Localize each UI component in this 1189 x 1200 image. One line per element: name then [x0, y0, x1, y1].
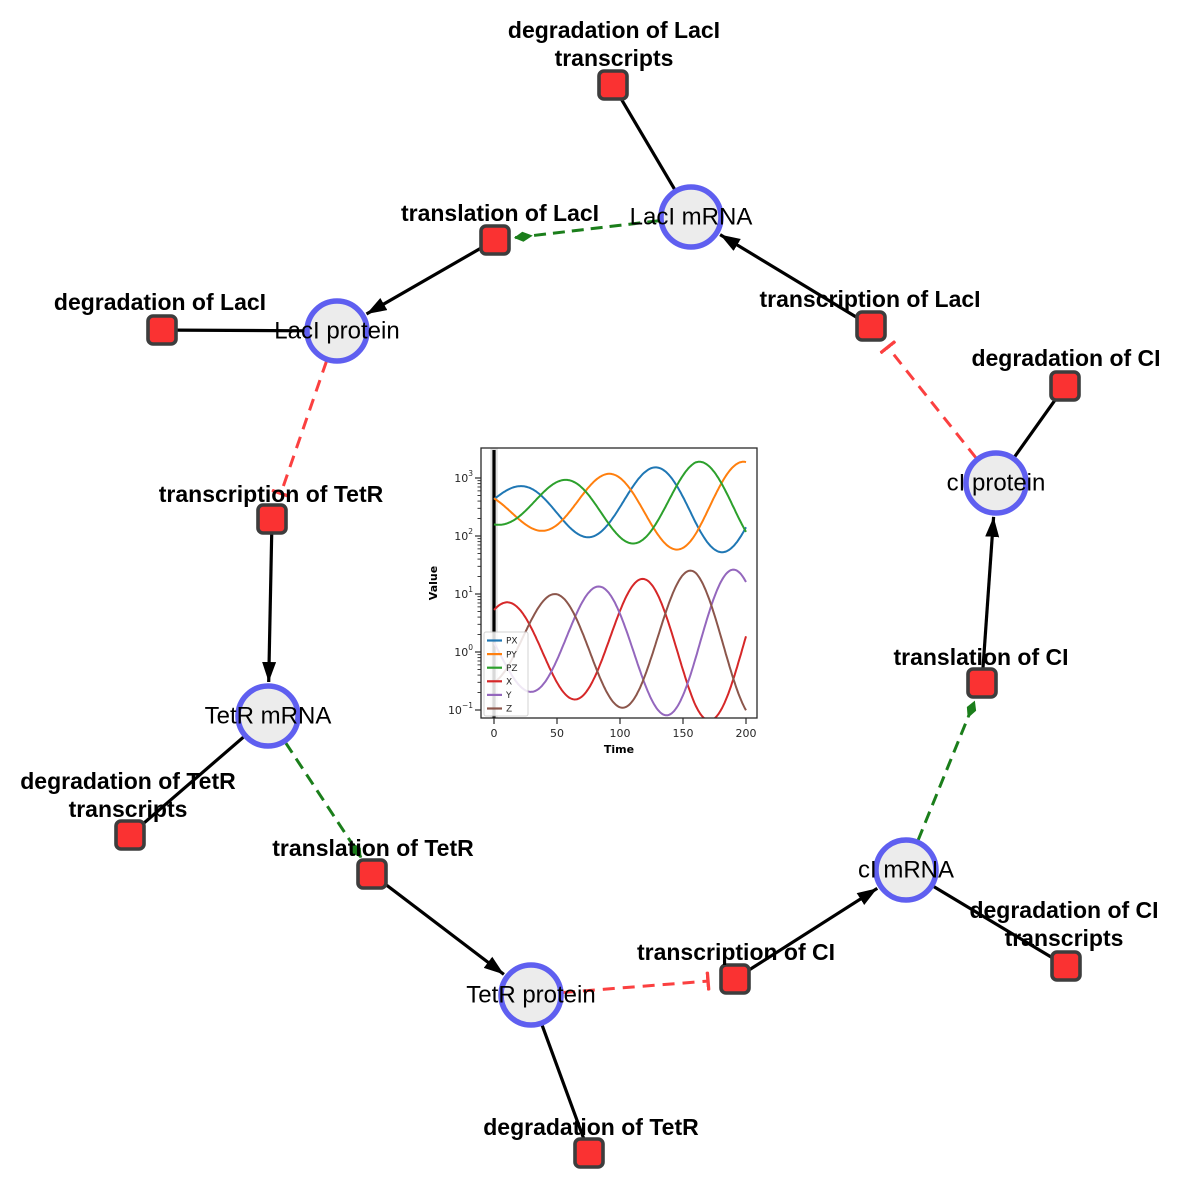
species-label-ci_mrna: cI mRNA — [858, 857, 954, 884]
node-layer — [114, 69, 1082, 1169]
reaction-node-deg_ci_tx[interactable] — [1050, 950, 1082, 982]
edge-reactant-tetr_protein-deg_tetr — [540, 1023, 586, 1141]
species-label-laci_protein: LacI protein — [274, 318, 399, 345]
species-node-tetr_protein[interactable] — [498, 962, 564, 1028]
curve-layer — [493, 460, 747, 718]
edge-reactant-laci_protein-deg_laci — [175, 328, 307, 333]
legend-label-PY: PY — [506, 650, 517, 660]
x-tick-label-0: 0 — [491, 727, 498, 740]
edge-reactant-ci_mrna-deg_ci_tx — [931, 884, 1055, 961]
edge-inhibition-tetr_protein-tx_ci — [562, 971, 711, 994]
reaction-node-deg_tetr_tx[interactable] — [114, 819, 146, 851]
series-line-PX — [493, 466, 747, 554]
edge-inhibition-ci_protein-tx_laci — [879, 340, 978, 459]
reaction-label-deg_ci_tx-line1: transcripts — [1005, 925, 1124, 951]
reaction-label-deg_tetr_tx-line0: degradation of TetR — [20, 768, 236, 794]
legend-label-Y: Y — [505, 691, 512, 701]
edge-product-transl_tetr-tetr_protein — [382, 881, 505, 976]
reaction-label-transl_ci-line0: translation of CI — [893, 644, 1068, 670]
reaction-label-tx_ci-line0: transcription of CI — [637, 939, 835, 965]
edge-product-transl_laci-laci_protein — [365, 246, 483, 316]
species-label-laci_mrna: LacI mRNA — [630, 204, 753, 231]
reaction-node-tx_ci[interactable] — [719, 963, 751, 995]
reaction-label-deg_ci-line0: degradation of CI — [971, 345, 1160, 371]
reaction-node-transl_tetr[interactable] — [356, 858, 388, 890]
reaction-label-transl_laci-line0: translation of LacI — [401, 200, 599, 226]
reaction-node-transl_laci[interactable] — [479, 224, 511, 256]
series-line-PY — [493, 460, 747, 551]
x-axis-label: Time — [604, 743, 634, 756]
species-node-ci_protein[interactable] — [963, 450, 1029, 516]
reaction-label-transl_tetr-line0: translation of TetR — [272, 835, 474, 861]
species-label-tetr_mrna: TetR mRNA — [205, 703, 332, 730]
y-axis-label: Value — [427, 566, 440, 600]
x-tick-label-1: 50 — [550, 727, 564, 740]
series-line-X — [493, 577, 747, 718]
species-node-laci_protein[interactable] — [304, 298, 370, 364]
reaction-node-deg_laci_tx[interactable] — [597, 69, 629, 101]
reaction-label-tx_laci-line0: transcription of LacI — [759, 286, 980, 312]
label-layer: LacI mRNA LacI protein cI protein TetR mRNA… — [20, 17, 1160, 1140]
species-label-tetr_protein: TetR protein — [466, 982, 595, 1009]
reaction-label-deg_laci-line0: degradation of LacI — [54, 289, 266, 315]
edge-reactant-laci_mrna-deg_laci_tx — [618, 96, 677, 192]
edge-product-transl_ci-ci_protein — [981, 516, 1000, 669]
x-tick-label-2: 100 — [610, 727, 631, 740]
series-line-PZ — [493, 460, 747, 545]
edge-reactant-tetr_mrna-deg_tetr_tx — [139, 734, 246, 828]
y-tick-label-3: 102 — [454, 527, 473, 543]
species-node-laci_mrna[interactable] — [658, 184, 724, 250]
edge-product-tx_laci-laci_mrna — [719, 233, 860, 320]
reaction-node-deg_tetr[interactable] — [573, 1137, 605, 1169]
legend-label-X: X — [506, 678, 512, 688]
edge-catalysis-laci_mrna-transl_laci — [513, 219, 660, 242]
reaction-label-deg_laci_tx-line1: transcripts — [555, 45, 674, 71]
x-tick-label-3: 150 — [673, 727, 694, 740]
reaction-label-deg_laci_tx-line0: degradation of LacI — [508, 17, 720, 43]
edge-catalysis-tetr_mrna-transl_tetr — [284, 741, 363, 859]
reaction-node-deg_laci[interactable] — [146, 314, 178, 346]
inset-timeseries-plot: 10−1 100 101 102 103 0 50 100 150 200 Time Value PX P… — [427, 447, 758, 756]
legend-label-Z: Z — [506, 705, 512, 715]
edge-layer — [139, 96, 1059, 1141]
y-tick-label-4: 103 — [454, 469, 473, 485]
edge-inhibition-laci_protein-tx_tetr — [271, 360, 328, 498]
y-tick-label-2: 101 — [454, 585, 473, 601]
reaction-label-tx_tetr-line0: transcription of TetR — [159, 481, 384, 507]
reaction-node-transl_ci[interactable] — [966, 667, 998, 699]
reaction-label-deg_tetr_tx-line1: transcripts — [69, 796, 188, 822]
edge-reactant-ci_protein-deg_ci — [1012, 396, 1059, 459]
species-node-ci_mrna[interactable] — [873, 837, 939, 903]
axes-frame — [480, 447, 758, 719]
edge-product-tx_tetr-tetr_mrna — [262, 533, 277, 683]
reaction-label-deg_ci_tx-line0: degradation of CI — [969, 897, 1158, 923]
species-node-tetr_mrna[interactable] — [235, 683, 301, 749]
y-tick-label-1: 100 — [454, 643, 473, 659]
reaction-label-deg_tetr-line0: degradation of TetR — [483, 1114, 699, 1140]
x-tick-label-4: 200 — [736, 727, 757, 740]
legend-label-PZ: PZ — [506, 664, 518, 674]
reaction-node-tx_laci[interactable] — [855, 310, 887, 342]
legend-label-PX: PX — [506, 637, 518, 647]
series-line-Z — [493, 569, 747, 711]
reaction-node-deg_ci[interactable] — [1049, 370, 1081, 402]
reaction-node-tx_tetr[interactable] — [256, 503, 288, 535]
species-label-ci_protein: cI protein — [947, 470, 1046, 497]
series-line-Y — [493, 568, 747, 717]
edge-catalysis-ci_mrna-transl_ci — [916, 700, 977, 841]
edge-product-tx_ci-ci_mrna — [746, 886, 879, 973]
y-tick-label-0: 10−1 — [448, 701, 473, 717]
